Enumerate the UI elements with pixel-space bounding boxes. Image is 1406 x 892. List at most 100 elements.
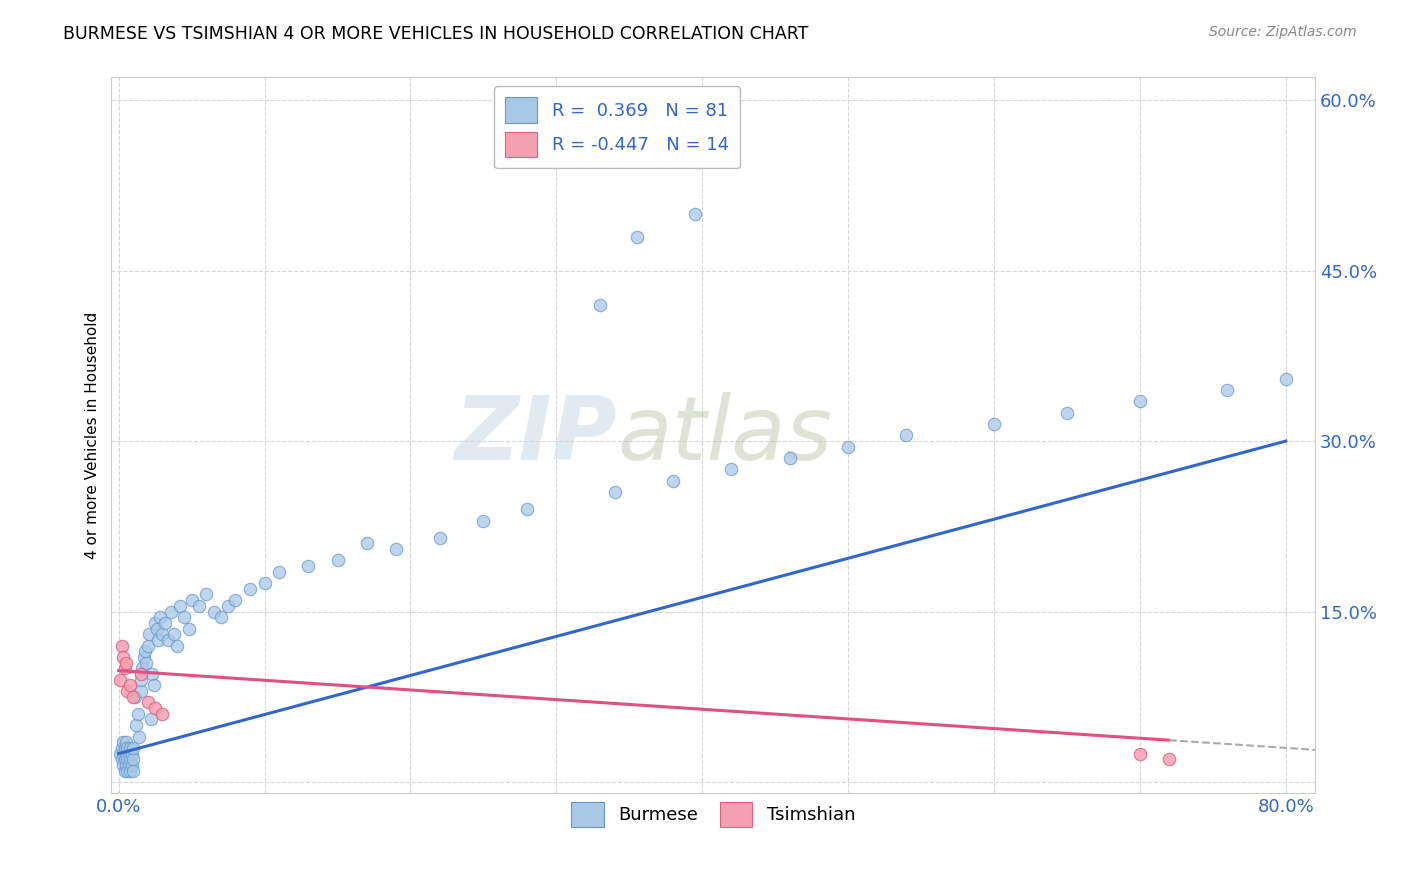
Point — [662, 474, 685, 488]
Point — [108, 673, 131, 687]
Point — [135, 656, 157, 670]
Point — [429, 531, 451, 545]
Point — [136, 695, 159, 709]
Point — [112, 735, 135, 749]
Point — [173, 610, 195, 624]
Legend: Burmese, Tsimshian: Burmese, Tsimshian — [564, 795, 862, 834]
Point — [145, 622, 167, 636]
Point — [114, 764, 136, 778]
Point — [120, 752, 142, 766]
Point — [217, 599, 239, 613]
Point — [115, 656, 138, 670]
Point — [143, 615, 166, 630]
Point — [114, 752, 136, 766]
Point — [117, 752, 139, 766]
Point — [269, 565, 291, 579]
Point — [134, 644, 156, 658]
Point — [779, 451, 801, 466]
Point — [239, 582, 262, 596]
Point — [1129, 747, 1152, 761]
Text: Source: ZipAtlas.com: Source: ZipAtlas.com — [1209, 25, 1357, 39]
Point — [516, 502, 538, 516]
Text: ZIP: ZIP — [454, 392, 617, 479]
Point — [720, 462, 742, 476]
Point — [115, 747, 138, 761]
Point — [122, 690, 145, 704]
Point — [983, 417, 1005, 431]
Point — [120, 678, 142, 692]
Point — [115, 735, 138, 749]
Point — [112, 758, 135, 772]
Point — [129, 673, 152, 687]
Point — [177, 622, 200, 636]
Point — [111, 639, 134, 653]
Point — [1274, 371, 1296, 385]
Point — [129, 667, 152, 681]
Text: atlas: atlas — [617, 392, 832, 478]
Point — [128, 730, 150, 744]
Point — [589, 298, 612, 312]
Point — [603, 485, 626, 500]
Point — [157, 632, 180, 647]
Point — [146, 632, 169, 647]
Point — [356, 536, 378, 550]
Point — [124, 690, 146, 704]
Point — [139, 713, 162, 727]
Point — [131, 661, 153, 675]
Point — [125, 718, 148, 732]
Point — [132, 650, 155, 665]
Point — [155, 615, 177, 630]
Point — [187, 599, 209, 613]
Point — [837, 440, 859, 454]
Point — [117, 764, 139, 778]
Point — [115, 758, 138, 772]
Point — [202, 605, 225, 619]
Point — [626, 229, 648, 244]
Point — [683, 207, 706, 221]
Point — [1216, 383, 1239, 397]
Point — [142, 678, 165, 692]
Point — [118, 758, 141, 772]
Point — [120, 740, 142, 755]
Y-axis label: 4 or more Vehicles in Household: 4 or more Vehicles in Household — [86, 312, 100, 559]
Point — [121, 758, 143, 772]
Point — [118, 747, 141, 761]
Point — [111, 740, 134, 755]
Point — [117, 740, 139, 755]
Point — [253, 576, 276, 591]
Point — [122, 740, 145, 755]
Point — [114, 740, 136, 755]
Point — [224, 593, 246, 607]
Point — [160, 605, 183, 619]
Point — [152, 627, 174, 641]
Point — [141, 667, 163, 681]
Point — [111, 752, 134, 766]
Point — [143, 701, 166, 715]
Point — [180, 593, 202, 607]
Point — [195, 587, 218, 601]
Point — [127, 706, 149, 721]
Point — [112, 747, 135, 761]
Point — [896, 428, 918, 442]
Point — [472, 514, 495, 528]
Point — [163, 627, 186, 641]
Point — [1157, 752, 1180, 766]
Point — [117, 684, 139, 698]
Point — [138, 627, 160, 641]
Text: BURMESE VS TSIMSHIAN 4 OR MORE VEHICLES IN HOUSEHOLD CORRELATION CHART: BURMESE VS TSIMSHIAN 4 OR MORE VEHICLES … — [63, 25, 808, 43]
Point — [114, 661, 136, 675]
Point — [112, 650, 135, 665]
Point — [1129, 394, 1152, 409]
Point — [297, 559, 319, 574]
Point — [326, 553, 349, 567]
Point — [121, 747, 143, 761]
Point — [385, 542, 408, 557]
Point — [209, 610, 232, 624]
Point — [136, 639, 159, 653]
Point — [129, 684, 152, 698]
Point — [148, 610, 170, 624]
Point — [1056, 406, 1078, 420]
Point — [166, 639, 188, 653]
Point — [120, 764, 142, 778]
Point — [122, 752, 145, 766]
